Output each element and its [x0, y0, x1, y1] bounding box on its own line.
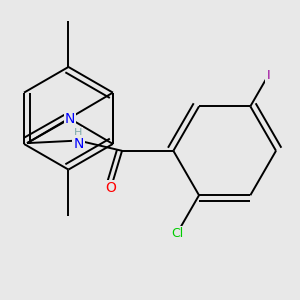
Text: N: N [65, 112, 75, 126]
Text: N: N [73, 136, 84, 151]
Text: I: I [266, 69, 270, 82]
Text: S: S [66, 111, 74, 125]
Text: O: O [106, 181, 116, 195]
Text: H: H [74, 128, 82, 138]
Text: Cl: Cl [171, 226, 183, 239]
